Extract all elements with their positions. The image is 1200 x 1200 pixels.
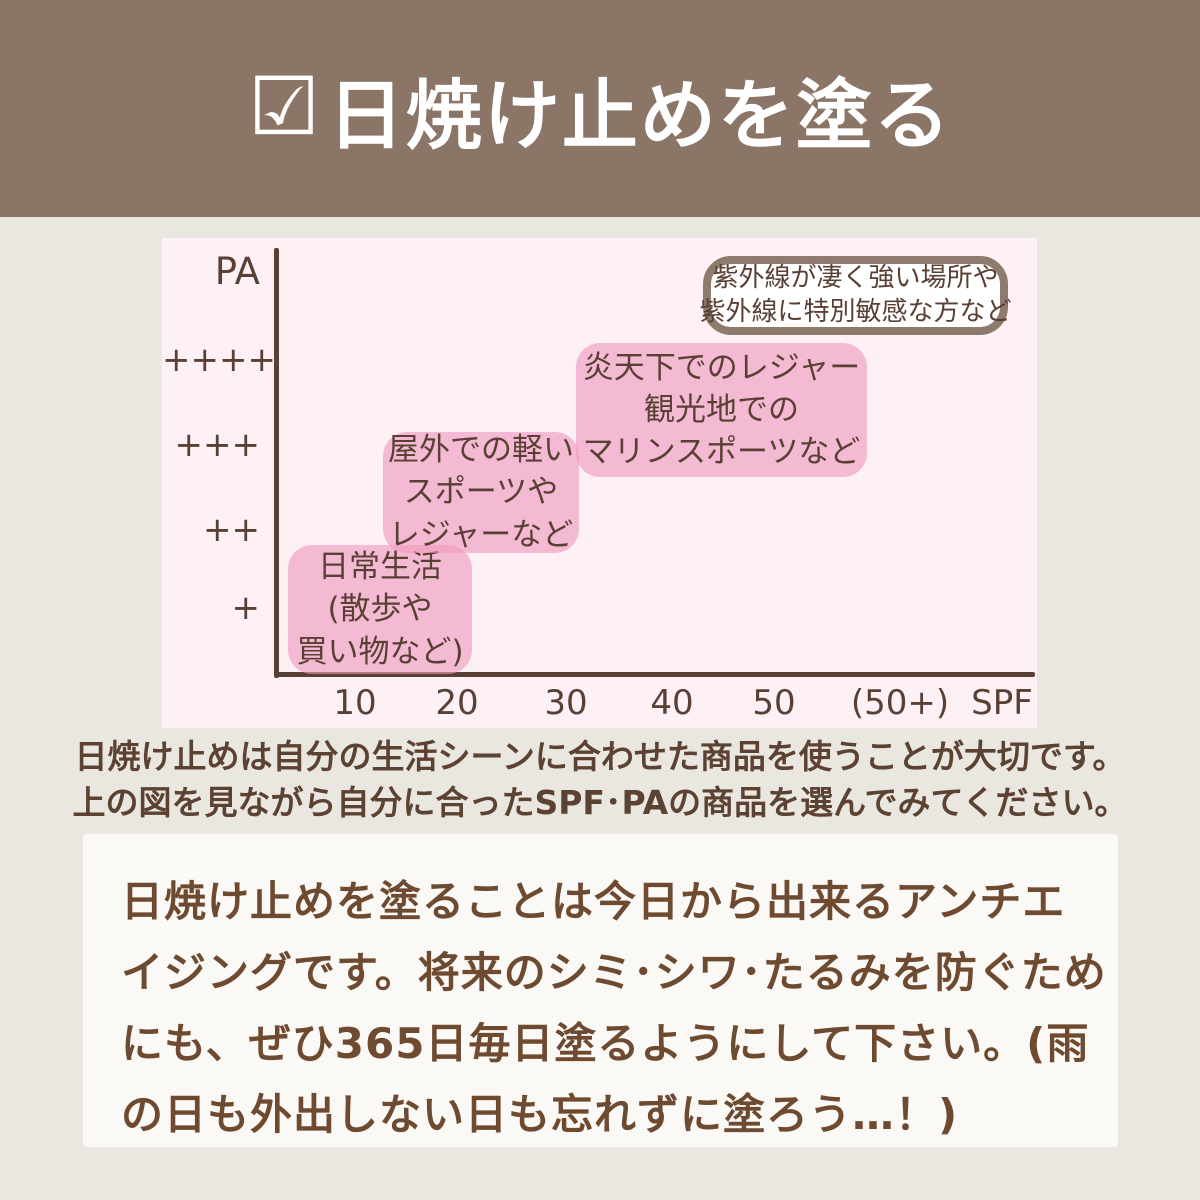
zone-daily-life: 日常生活 (散歩や 買い物など) bbox=[288, 545, 472, 674]
x-axis-line bbox=[274, 672, 1035, 677]
chart-caption-line: 日焼け止めは自分の生活シーンに合わせた商品を使うことが大切です。 bbox=[74, 737, 1126, 776]
zone-blazing-sun: 炎天下でのレジャー 観光地での マリンスポーツなど bbox=[576, 343, 867, 477]
zone-light-outdoor: 屋外での軽い スポーツや レジャーなど bbox=[383, 432, 579, 553]
advice-text-line: にも、ぜひ365日毎日塗るようにして下さい。(雨 bbox=[121, 1019, 1090, 1068]
x-tick-50plus: (50+) bbox=[850, 683, 950, 723]
y-tick-pa3: +++ bbox=[174, 425, 260, 465]
zone-blazing-sun-line: 観光地での bbox=[644, 391, 799, 428]
advice-text-line: 日焼け止めを塗ることは今日から出来るアンチエ bbox=[121, 877, 1066, 926]
advice-text-line: イジングです。将来のシミ･シワ･たるみを防ぐため bbox=[121, 948, 1107, 997]
checkbox-checked-icon: ☑ bbox=[248, 59, 322, 153]
y-tick-pa4: ++++ bbox=[162, 340, 276, 380]
uv-sensitive-callout-line: 紫外線が凄く強い場所や bbox=[712, 263, 999, 294]
x-tick-40: 40 bbox=[650, 683, 694, 723]
zone-blazing-sun-line: マリンスポーツなど bbox=[582, 434, 861, 471]
header-bar: ☑ 日焼け止めを塗る bbox=[0, 0, 1200, 217]
zone-light-outdoor-line: スポーツや bbox=[403, 474, 559, 511]
y-axis-line bbox=[274, 248, 279, 678]
y-tick-pa1: + bbox=[231, 588, 261, 628]
x-tick-10: 10 bbox=[333, 683, 377, 723]
chart-caption-line: 上の図を見ながら自分に合ったSPF･PAの商品を選んでみてください。 bbox=[72, 783, 1128, 822]
advice-text-line: の日も外出しない日も忘れずに塗ろう…！) bbox=[121, 1090, 959, 1139]
x-tick-30: 30 bbox=[544, 683, 588, 723]
x-tick-20: 20 bbox=[435, 683, 479, 723]
zone-daily-life-line: (散歩や bbox=[327, 591, 433, 628]
zone-light-outdoor-line: 屋外での軽い bbox=[388, 432, 574, 469]
chart-caption: 日焼け止めは自分の生活シーンに合わせた商品を使うことが大切です。 上の図を見なが… bbox=[0, 734, 1200, 826]
zone-light-outdoor-line: レジャーなど bbox=[388, 516, 574, 553]
page-title: ☑ 日焼け止めを塗る bbox=[248, 54, 952, 164]
spf-pa-chart: PA ++++ +++ ++ + 10 20 30 40 50 (50+) SP… bbox=[162, 238, 1037, 728]
uv-sensitive-callout-line: 紫外線に特別敏感な方など bbox=[699, 296, 1012, 327]
uv-sensitive-callout: 紫外線が凄く強い場所や 紫外線に特別敏感な方など bbox=[700, 256, 1012, 335]
x-axis-title: SPF bbox=[971, 683, 1033, 723]
page-title-text: 日焼け止めを塗る bbox=[327, 70, 952, 160]
zone-blazing-sun-line: 炎天下でのレジャー bbox=[582, 349, 861, 386]
y-tick-pa2: ++ bbox=[203, 510, 260, 550]
advice-text-box: 日焼け止めを塗ることは今日から出来るアンチエ イジングです。将来のシミ･シワ･た… bbox=[83, 834, 1118, 1147]
y-axis-title: PA bbox=[214, 250, 260, 293]
x-tick-50: 50 bbox=[752, 683, 796, 723]
zone-daily-life-line: 日常生活 bbox=[318, 549, 442, 586]
zone-daily-life-line: 買い物など) bbox=[296, 633, 464, 670]
